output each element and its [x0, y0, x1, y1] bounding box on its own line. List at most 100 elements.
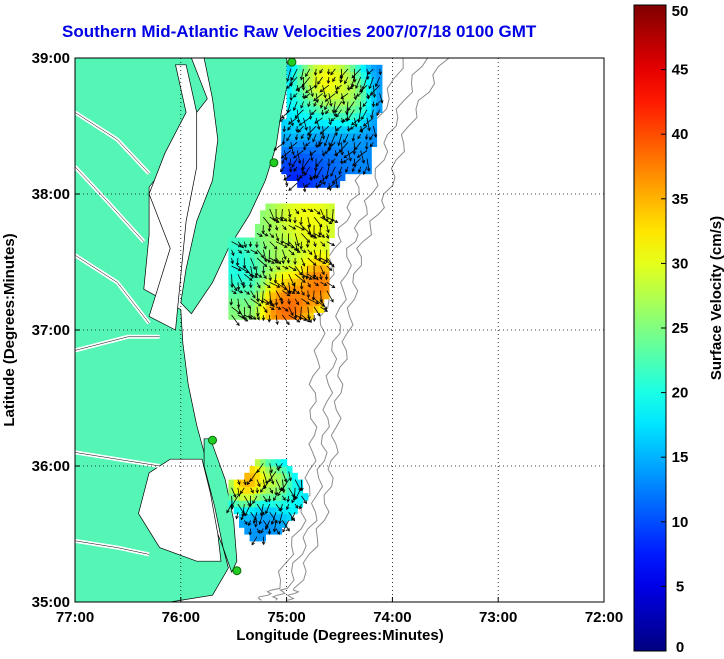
velocity-arrow-head — [319, 299, 323, 304]
velocity-cell — [254, 486, 261, 494]
velocity-cell — [360, 78, 367, 86]
velocity-arrow — [332, 76, 336, 82]
velocity-cell — [281, 271, 288, 279]
velocity-cell — [291, 173, 298, 181]
velocity-arrow — [256, 528, 261, 534]
velocity-cell — [355, 126, 362, 134]
velocity-cell — [318, 126, 325, 134]
velocity-arrow-head — [323, 142, 328, 147]
velocity-arrow-head — [317, 183, 322, 188]
velocity-cell — [260, 513, 266, 521]
velocity-arrow-head — [256, 469, 260, 474]
velocity-arrow-head — [292, 288, 297, 293]
velocity-cell — [302, 119, 309, 127]
velocity-arrow-head — [237, 493, 241, 498]
velocity-cell — [286, 92, 293, 100]
velocity-arrow — [291, 158, 298, 168]
velocity-arrow — [352, 158, 361, 167]
velocity-cell — [350, 98, 356, 107]
velocity-arrow-head — [259, 512, 264, 517]
velocity-arrow-head — [321, 234, 325, 238]
velocity-arrow-head — [240, 516, 244, 521]
velocity-arrow-head — [274, 227, 279, 231]
velocity-arrow — [297, 125, 304, 133]
velocity-arrow — [296, 109, 300, 123]
velocity-cell — [376, 78, 383, 86]
velocity-cell — [244, 264, 251, 273]
velocity-arrow — [269, 241, 278, 250]
velocity-arrow — [302, 158, 311, 170]
velocity-cell — [291, 203, 298, 211]
velocity-arrow — [301, 266, 305, 279]
velocity-arrow — [293, 101, 298, 111]
velocity-arrow — [265, 520, 271, 530]
velocity-arrow-head — [310, 93, 314, 98]
velocity-cell — [307, 126, 314, 134]
velocity-cell — [244, 298, 251, 307]
velocity-cell — [276, 513, 282, 521]
velocity-cell — [323, 244, 330, 252]
velocity-cell — [291, 139, 298, 147]
velocity-cell — [334, 173, 341, 181]
velocity-cell — [249, 312, 256, 320]
velocity-arrow-head — [338, 171, 342, 175]
velocity-arrow — [347, 150, 352, 161]
velocity-arrow-head — [283, 478, 288, 483]
velocity-cell — [265, 278, 272, 286]
velocity-arrow-head — [321, 215, 326, 220]
velocity-arrow — [365, 134, 368, 140]
velocity-arrow-head — [296, 249, 301, 253]
velocity-arrow — [320, 274, 322, 280]
velocity-arrow — [250, 273, 258, 278]
velocity-cell — [270, 520, 277, 528]
velocity-arrow-head — [339, 75, 344, 79]
velocity-cell — [291, 298, 298, 307]
y-tick-label: 38:00 — [32, 186, 70, 203]
velocity-cell — [244, 271, 251, 279]
velocity-arrow-head — [261, 541, 266, 546]
velocity-arrow-head — [248, 315, 252, 320]
velocity-arrow — [325, 93, 336, 102]
velocity-arrow — [280, 166, 285, 172]
velocity-cell — [323, 119, 330, 127]
velocity-cell — [239, 285, 245, 293]
velocity-arrow-head — [326, 80, 331, 85]
velocity-arrow — [371, 109, 374, 119]
velocity-cell — [291, 160, 298, 168]
velocity-arrow — [339, 142, 349, 153]
velocity-cell — [249, 244, 256, 252]
velocity-arrow — [319, 84, 330, 93]
velocity-cell — [260, 230, 266, 239]
velocity-arrow-head — [329, 102, 333, 107]
velocity-cell — [270, 312, 277, 320]
velocity-arrow-head — [335, 113, 340, 118]
velocity-cell — [302, 271, 309, 279]
velocity-cell — [286, 264, 293, 273]
velocity-cell — [286, 237, 293, 245]
velocity-arrow — [294, 265, 303, 276]
velocity-cell — [365, 112, 372, 120]
velocity-cell — [276, 237, 282, 245]
velocity-arrow-head — [306, 301, 310, 305]
velocity-arrow-head — [268, 277, 272, 282]
velocity-arrow-head — [304, 172, 308, 176]
velocity-arrow-head — [308, 251, 313, 256]
velocity-arrow-head — [284, 308, 289, 312]
velocity-arrow-head — [307, 132, 311, 136]
velocity-arrow-head — [244, 521, 248, 526]
velocity-cell — [323, 132, 330, 141]
velocity-arrow-head — [352, 151, 357, 155]
velocity-arrow-head — [345, 111, 349, 116]
velocity-cell — [276, 500, 282, 508]
velocity-cell — [302, 132, 309, 141]
velocity-arrow — [332, 101, 336, 113]
velocity-arrow-head — [286, 498, 290, 503]
velocity-cell — [249, 291, 256, 300]
velocity-arrow-head — [309, 234, 313, 239]
velocity-arrow — [322, 150, 325, 157]
velocity-cell — [339, 112, 346, 120]
velocity-arrow-head — [340, 95, 345, 99]
velocity-arrow — [237, 274, 244, 286]
velocity-arrow-head — [322, 260, 327, 264]
velocity-arrow — [275, 463, 280, 471]
